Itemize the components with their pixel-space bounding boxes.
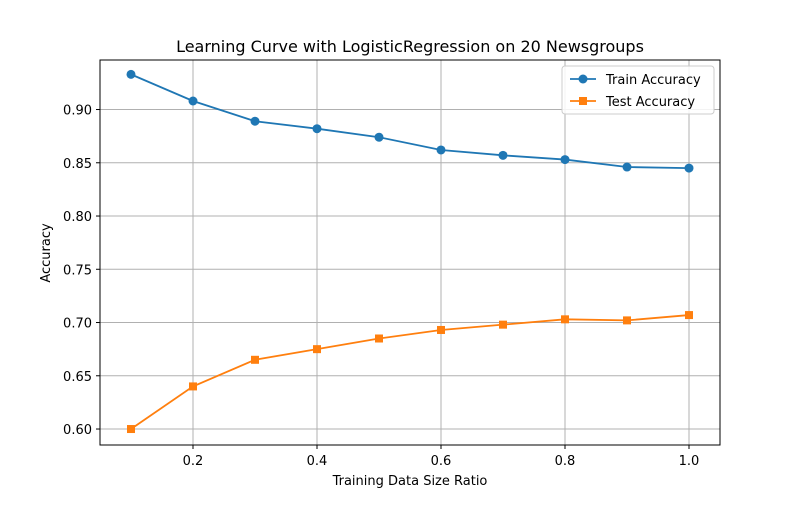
grid-layer — [100, 60, 720, 445]
legend: Train Accuracy Test Accuracy — [561, 65, 715, 115]
x-tick-label: 0.4 — [307, 454, 328, 469]
y-tick-label: 0.80 — [63, 210, 92, 225]
x-tick-label: 0.6 — [431, 454, 452, 469]
legend-box — [561, 65, 715, 115]
test-accuracy-line — [130, 314, 690, 430]
y-axis-label: Accuracy — [39, 223, 54, 283]
series-layer — [126, 69, 694, 434]
train-accuracy-point — [188, 96, 198, 106]
train-accuracy-point — [436, 145, 446, 155]
legend-label-test-accuracy: Test Accuracy — [605, 95, 695, 110]
x-axis-label: Training Data Size Ratio — [332, 474, 488, 489]
train-accuracy-point — [498, 150, 508, 160]
y-tick-label: 0.70 — [63, 317, 92, 332]
train-accuracy-point — [560, 155, 570, 165]
test-accuracy-point — [313, 345, 321, 354]
train-accuracy-series — [126, 69, 694, 173]
train-accuracy-point — [684, 163, 694, 173]
test-accuracy-point — [375, 334, 383, 343]
y-tick-label: 0.90 — [63, 104, 92, 119]
legend-label-train-accuracy: Train Accuracy — [605, 73, 701, 88]
x-tick-label: 0.8 — [555, 454, 576, 469]
test-accuracy-point — [127, 425, 135, 434]
x-tick-label: 0.2 — [183, 454, 204, 469]
legend-marker-train-accuracy — [578, 74, 588, 84]
chart-title: Learning Curve with LogisticRegression o… — [176, 37, 644, 56]
y-tick-label: 0.65 — [63, 370, 92, 385]
test-accuracy-point — [437, 325, 445, 334]
y-tick-label: 0.85 — [63, 157, 92, 172]
train-accuracy-point — [312, 124, 322, 134]
axes-frame — [99, 59, 721, 446]
train-accuracy-point — [250, 116, 260, 126]
test-accuracy-point — [189, 382, 197, 391]
train-accuracy-line — [130, 73, 690, 169]
legend-marker-test-accuracy — [579, 97, 587, 105]
test-accuracy-point — [499, 320, 507, 329]
test-accuracy-series — [127, 311, 693, 434]
train-accuracy-point — [622, 162, 632, 172]
test-accuracy-point — [561, 315, 569, 324]
train-accuracy-point — [126, 69, 136, 79]
tick-layer: 0.2 0.4 0.6 0.8 1.0 0.60 0.65 0.70 0.75 0.80 0.85 0… — [63, 104, 699, 469]
y-tick-label: 0.60 — [63, 423, 92, 438]
test-accuracy-point — [685, 311, 693, 320]
train-accuracy-point — [374, 132, 384, 142]
test-accuracy-point — [251, 355, 259, 364]
test-accuracy-point — [623, 316, 631, 325]
y-tick-label: 0.75 — [63, 263, 92, 278]
x-tick-label: 1.0 — [679, 454, 700, 469]
